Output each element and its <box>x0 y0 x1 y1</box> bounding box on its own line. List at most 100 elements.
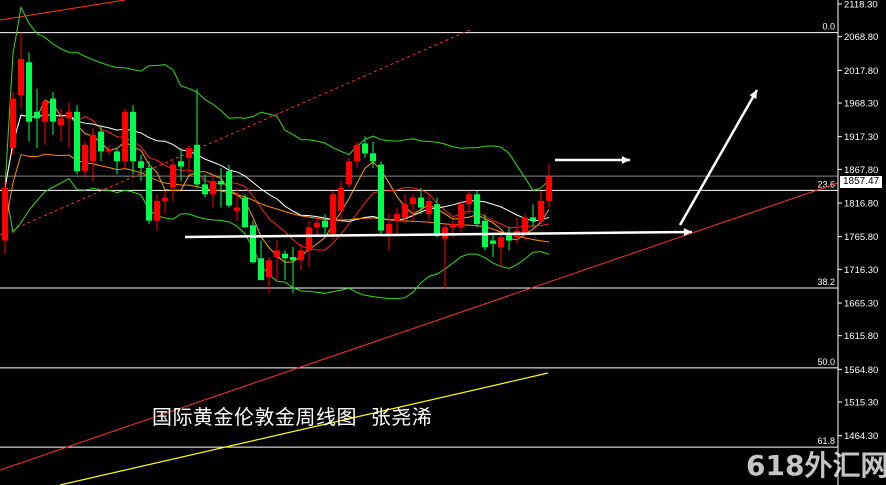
candle-body <box>114 151 120 162</box>
candle-body <box>178 161 184 167</box>
candle-body <box>50 98 56 122</box>
candle-body <box>474 194 480 224</box>
candle-body <box>234 207 240 211</box>
candle <box>114 148 120 175</box>
candle-body <box>282 253 288 259</box>
candle <box>106 144 112 155</box>
y-tick-label: 2118.30 <box>844 0 878 11</box>
arrow-shaft <box>184 230 693 239</box>
candle-body <box>146 167 152 221</box>
candle-body <box>330 194 336 234</box>
fib-level-label: 38.2 <box>817 277 835 287</box>
candle-body <box>154 200 160 221</box>
candle <box>178 148 184 182</box>
rising-trendline <box>0 182 839 471</box>
candle-body <box>418 197 424 208</box>
candle-body <box>90 134 96 162</box>
candle <box>34 88 40 149</box>
upper-channel-line <box>0 0 126 21</box>
candle <box>2 181 8 254</box>
candle-body <box>354 144 360 162</box>
candle <box>66 101 72 149</box>
candle <box>138 154 144 182</box>
candle <box>90 128 96 182</box>
candle <box>74 105 80 175</box>
candle-body <box>66 111 72 119</box>
candle-body <box>466 194 472 205</box>
candle <box>258 240 264 281</box>
candle-body <box>402 204 408 218</box>
candle-body <box>538 200 544 221</box>
ma-20-line <box>4 114 550 222</box>
candle-body <box>138 161 144 168</box>
y-tick-label: 1917.30 <box>844 132 878 143</box>
candle-body <box>210 181 216 195</box>
arrow-head <box>749 90 757 99</box>
candle-body <box>242 197 248 228</box>
bollinger-upper <box>4 5 550 191</box>
bullish-target-arrow <box>678 89 759 226</box>
fib-level-label: 23.6 <box>817 179 835 189</box>
candle-body <box>218 181 224 185</box>
candle <box>506 227 512 251</box>
candle <box>10 91 16 155</box>
candle <box>130 105 136 175</box>
candle-body <box>394 214 400 221</box>
candle-body <box>122 111 128 162</box>
candle <box>82 141 88 178</box>
candle <box>266 257 272 294</box>
candle <box>234 187 240 221</box>
candle <box>250 220 256 264</box>
candle <box>282 250 288 281</box>
watermark-logo: 618外汇网 <box>746 449 886 482</box>
resistance-arrow <box>555 156 630 164</box>
bollinger-lower <box>4 178 550 300</box>
candle <box>362 136 368 158</box>
candle-body <box>10 98 16 149</box>
candle <box>306 220 312 267</box>
y-tick-label: 2068.80 <box>844 32 878 43</box>
candle-body <box>450 224 456 228</box>
candle-body <box>442 227 448 239</box>
candle-body <box>290 257 296 261</box>
fib-level-label: 50.0 <box>817 357 835 367</box>
candle-body <box>250 225 256 263</box>
candle-body <box>322 220 328 228</box>
candle-body <box>498 237 504 248</box>
candle <box>386 214 392 251</box>
candle <box>290 247 296 294</box>
candle-body <box>186 148 192 158</box>
y-tick-label: 1765.80 <box>844 232 878 243</box>
y-tick-label: 1464.30 <box>844 431 878 442</box>
candle <box>522 214 528 241</box>
candle-body <box>298 250 304 261</box>
fib-level-label: 61.8 <box>817 436 835 446</box>
chart-caption: 国际黄金伦敦金周线图 张尧浠 <box>152 405 433 429</box>
candle-body <box>306 227 312 251</box>
candle-body <box>434 204 440 236</box>
candle <box>490 233 496 258</box>
candle-body <box>530 217 536 221</box>
candle-body <box>370 153 376 162</box>
candle-body <box>522 217 528 234</box>
candle-body <box>34 111 40 119</box>
candle <box>346 157 352 188</box>
candle <box>378 161 384 234</box>
candle <box>546 163 552 208</box>
candle <box>418 187 424 215</box>
candle <box>202 174 208 198</box>
candle-body <box>194 144 200 185</box>
y-tick-label: 2017.80 <box>844 66 878 77</box>
candle <box>274 240 280 281</box>
candle <box>434 197 440 238</box>
candle-body <box>130 111 136 162</box>
candle-body <box>546 176 552 201</box>
candle-body <box>98 131 104 152</box>
arrow-head <box>621 156 630 164</box>
candle <box>194 88 200 188</box>
arrow-head <box>683 228 692 236</box>
y-tick-label: 1816.80 <box>844 199 878 210</box>
annotation-arrows <box>184 89 759 239</box>
yellow-trendline <box>59 372 549 485</box>
